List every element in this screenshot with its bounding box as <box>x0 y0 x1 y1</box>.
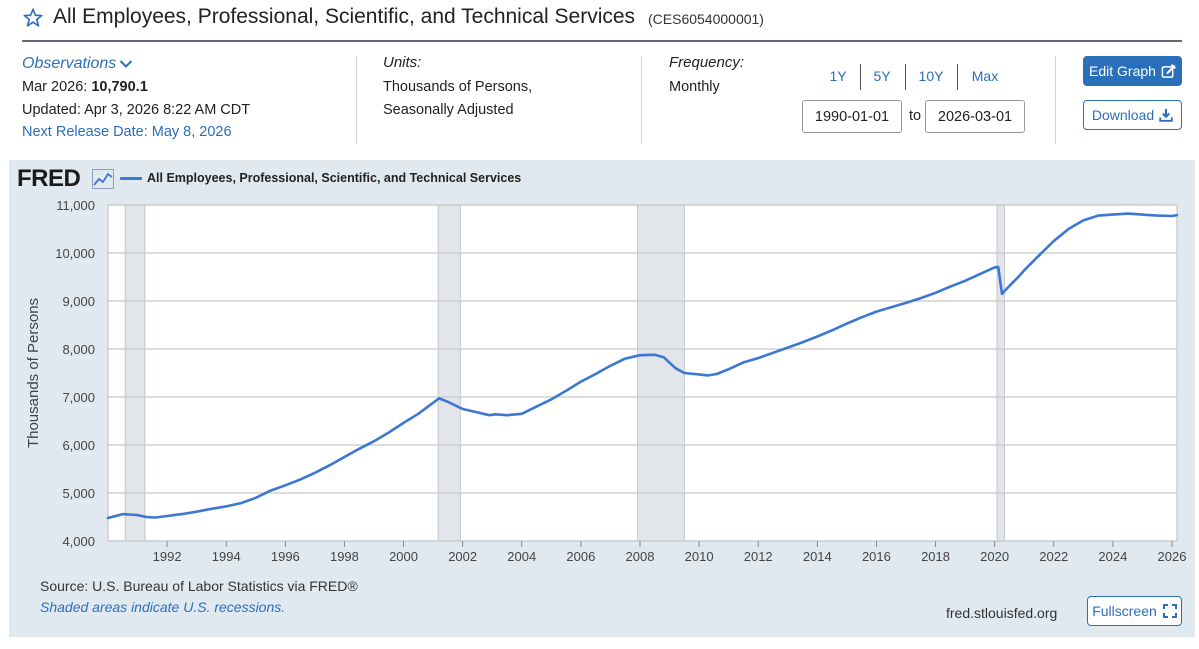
recession-band <box>124 204 146 542</box>
fred-url: fred.stlouisfed.org <box>946 605 1058 621</box>
range-5y-button[interactable]: 5Y <box>873 68 891 84</box>
divider <box>1055 56 1056 144</box>
y-tick-label: 8,000 <box>62 342 95 357</box>
units-value-adjustment: Seasonally Adjusted <box>383 102 514 118</box>
observations-dropdown[interactable]: Observations <box>22 55 133 73</box>
x-tick-label: 2010 <box>685 549 714 564</box>
divider <box>905 64 906 90</box>
plot-border <box>107 204 1178 542</box>
x-tick-label: 2000 <box>389 549 418 564</box>
x-tick-label: 2022 <box>1039 549 1068 564</box>
download-button[interactable]: Download <box>1083 100 1182 130</box>
download-label: Download <box>1091 107 1155 123</box>
star-icon[interactable] <box>22 7 44 29</box>
updated-timestamp: Updated: Apr 3, 2026 8:22 AM CDT <box>22 102 251 118</box>
x-tick-label: 2012 <box>744 549 773 564</box>
chart-logo-icon <box>92 169 114 189</box>
x-tick-label: 2018 <box>921 549 950 564</box>
x-tick-label: 2024 <box>1098 549 1127 564</box>
frequency-value: Monthly <box>669 79 720 95</box>
divider <box>356 56 357 144</box>
recession-band <box>996 204 1005 542</box>
observation-date: Mar 2026: <box>22 79 88 95</box>
y-tick-label: 11,000 <box>56 198 95 213</box>
y-tick-label: 10,000 <box>55 246 95 261</box>
fullscreen-button[interactable]: Fullscreen <box>1087 596 1182 626</box>
edit-graph-button[interactable]: Edit Graph <box>1083 56 1182 86</box>
y-tick-label: 4,000 <box>62 534 95 549</box>
page-title: All Employees, Professional, Scientific,… <box>53 5 636 28</box>
fullscreen-icon <box>1162 604 1177 618</box>
y-tick-label: 6,000 <box>62 438 95 453</box>
legend-swatch <box>120 177 142 180</box>
x-tick-label: 2026 <box>1158 549 1187 564</box>
divider <box>957 64 958 90</box>
start-date-input[interactable]: 1990-01-01 <box>802 100 902 133</box>
next-release-link[interactable]: Next Release Date: May 8, 2026 <box>22 124 232 140</box>
x-tick-label: 2020 <box>980 549 1009 564</box>
y-tick-label: 9,000 <box>62 294 95 309</box>
frequency-label: Frequency: <box>669 54 745 71</box>
divider <box>860 64 861 90</box>
download-icon <box>1159 109 1173 122</box>
x-tick-label: 2008 <box>626 549 655 564</box>
y-tick-label: 5,000 <box>62 486 95 501</box>
edit-icon <box>1161 63 1176 78</box>
fred-logo: FRED <box>17 165 81 192</box>
divider <box>641 56 642 144</box>
recession-band <box>437 204 461 542</box>
end-date-input[interactable]: 2026-03-01 <box>925 100 1025 133</box>
units-value: Thousands of Persons, <box>383 79 533 95</box>
fullscreen-label: Fullscreen <box>1092 603 1157 619</box>
latest-observation: Mar 2026: 10,790.1 <box>22 79 148 95</box>
x-tick-label: 2016 <box>862 549 891 564</box>
source-note: Source: U.S. Bureau of Labor Statistics … <box>40 578 358 594</box>
x-tick-label: 2004 <box>507 549 536 564</box>
edit-graph-label: Edit Graph <box>1089 63 1156 79</box>
legend-label: All Employees, Professional, Scientific,… <box>147 171 522 185</box>
recession-band <box>637 204 685 542</box>
units-label: Units: <box>383 54 422 71</box>
x-tick-label: 2002 <box>448 549 477 564</box>
x-tick-label: 2014 <box>803 549 832 564</box>
series-id: (CES6054000001) <box>648 11 764 27</box>
y-tick-label: 7,000 <box>62 390 95 405</box>
x-tick-label: 1994 <box>212 549 241 564</box>
range-10y-button[interactable]: 10Y <box>918 68 944 84</box>
range-max-button[interactable]: Max <box>971 68 999 84</box>
range-1y-button[interactable]: 1Y <box>829 68 847 84</box>
recession-note[interactable]: Shaded areas indicate U.S. recessions. <box>40 599 286 615</box>
observation-value: 10,790.1 <box>91 79 148 95</box>
to-label: to <box>909 108 922 124</box>
x-tick-label: 1996 <box>271 549 300 564</box>
title-divider <box>22 40 1182 42</box>
x-tick-label: 1992 <box>153 549 182 564</box>
x-tick-label: 2006 <box>566 549 595 564</box>
y-axis-label: Thousands of Persons <box>25 298 42 448</box>
observations-label: Observations <box>22 55 117 72</box>
chevron-down-icon <box>120 60 133 68</box>
x-tick-label: 1998 <box>330 549 359 564</box>
series-line <box>106 212 1179 520</box>
